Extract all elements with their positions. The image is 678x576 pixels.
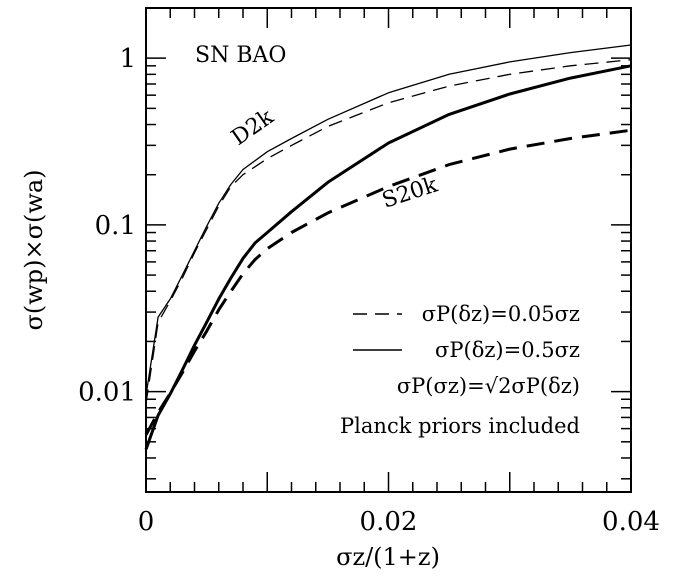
x-tick-label: 0.02: [360, 507, 418, 537]
y-tick-label: 1: [119, 44, 136, 74]
x-tick-label: 0.04: [602, 507, 660, 537]
legend-entry: σP(σz)=√2σP(δz): [397, 374, 580, 398]
legend-entry: Planck priors included: [340, 414, 580, 438]
curves-layer: [144, 44, 632, 450]
thin-solid-curve: [145, 44, 632, 396]
x-axis-title: σz/(1+z): [336, 543, 440, 571]
panel-label: SN BAO: [195, 43, 286, 68]
y-axis-title: σ(wp)×σ(wa): [20, 169, 48, 330]
y-tick-label: 0.01: [78, 378, 136, 408]
legend-entry: σP(δz)=0.5σz: [435, 338, 580, 362]
curve-label: S20k: [379, 172, 441, 213]
plot-frame: [145, 7, 632, 493]
legend: σP(δz)=0.05σz σP(δz)=0.5σz σP(σz)=√2σP(δz)…: [340, 302, 580, 438]
curve-labels: D2k S20k: [227, 104, 441, 213]
axes-layer: 0.01 0.1 1 0 0.02 0.04: [78, 7, 660, 537]
y-tick-label: 0.1: [95, 211, 136, 241]
thin-dashed-curve: [145, 59, 632, 404]
x-tick-label: 0: [138, 507, 155, 537]
curve-label: D2k: [227, 104, 279, 151]
thick-solid-curve: [144, 64, 632, 450]
legend-entry: σP(δz)=0.05σz: [422, 302, 580, 326]
